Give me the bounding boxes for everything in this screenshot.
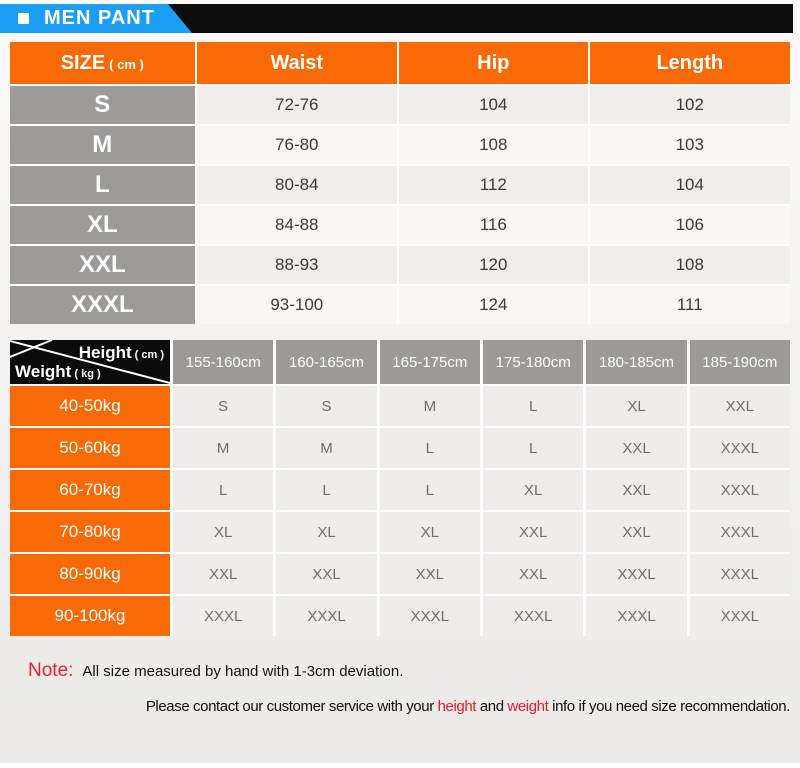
- fit-size-cell: XXXL: [689, 596, 790, 636]
- note-line-2: Please contact our customer service with…: [0, 698, 791, 715]
- waist-value: 88-93: [196, 246, 397, 284]
- fit-size-cell: XXXL: [689, 428, 790, 468]
- size-row-label: XXXL: [10, 286, 195, 324]
- fit-size-cell: XXXL: [586, 596, 687, 636]
- corner-weight-label: Weight( kg ): [15, 362, 101, 381]
- fit-size-cell: S: [276, 386, 377, 426]
- fit-size-cell: XXL: [586, 512, 687, 552]
- weight-row-label: 90-100kg: [10, 596, 170, 636]
- note2-mid: and: [476, 698, 508, 715]
- size-table-header-length: Length: [589, 42, 790, 84]
- height-column-header: 175-180cm: [483, 340, 584, 384]
- corner-weight-unit: ( kg ): [74, 368, 101, 380]
- fit-table-corner-cell: Height( cm ) Weight( kg ): [10, 340, 170, 384]
- fit-size-cell: L: [483, 386, 584, 426]
- height-column-header: 180-185cm: [586, 340, 687, 384]
- fit-size-cell: XXXL: [483, 596, 584, 636]
- fit-size-cell: XXL: [586, 428, 687, 468]
- length-value: 103: [589, 126, 790, 164]
- weight-row-label: 70-80kg: [10, 512, 170, 552]
- corner-height-unit: ( cm ): [134, 349, 164, 361]
- size-row-label: XXL: [10, 246, 195, 284]
- fit-size-cell: L: [379, 470, 480, 510]
- waist-value: 93-100: [196, 286, 397, 324]
- fit-size-cell: XXXL: [586, 554, 687, 594]
- square-bullet-icon: [18, 13, 29, 24]
- size-row-label: M: [10, 126, 195, 164]
- fit-size-cell: XXL: [689, 386, 790, 426]
- fit-size-cell: L: [379, 428, 480, 468]
- hip-value: 108: [399, 126, 588, 164]
- fit-size-cell: XXL: [173, 554, 274, 594]
- height-column-header: 155-160cm: [173, 340, 274, 384]
- fit-size-cell: S: [173, 386, 274, 426]
- header-size-label: SIZE: [60, 51, 106, 74]
- hip-value: 104: [399, 86, 588, 124]
- size-table-header-waist: Waist: [196, 42, 397, 84]
- fit-size-cell: M: [173, 428, 274, 468]
- length-value: 106: [589, 206, 790, 244]
- corner-height-label: Height( cm ): [78, 343, 164, 362]
- size-table-header-size: SIZE ( cm ): [10, 42, 195, 84]
- fit-size-cell: XL: [586, 386, 687, 426]
- diagonal-divider-icon: [10, 340, 170, 384]
- fit-size-cell: XXL: [276, 554, 377, 594]
- weight-row-label: 80-90kg: [10, 554, 170, 594]
- length-value: 104: [589, 166, 790, 204]
- size-table-header-hip: Hip: [399, 42, 588, 84]
- length-value: 102: [589, 86, 790, 124]
- waist-value: 72-76: [196, 86, 397, 124]
- note2-prefix: Please contact our customer service with…: [145, 698, 438, 715]
- weight-row-label: 60-70kg: [10, 470, 170, 510]
- note2-weight-word: weight: [507, 698, 549, 715]
- height-column-header: 160-165cm: [276, 340, 377, 384]
- weight-row-label: 50-60kg: [10, 428, 170, 468]
- fit-size-cell: L: [173, 470, 274, 510]
- hip-value: 120: [399, 246, 588, 284]
- fit-size-cell: XL: [483, 470, 584, 510]
- height-column-header: 185-190cm: [689, 340, 790, 384]
- fit-size-cell: XXXL: [379, 596, 480, 636]
- header-size-unit: ( cm ): [109, 57, 144, 72]
- fit-size-cell: XL: [173, 512, 274, 552]
- waist-value: 80-84: [196, 166, 397, 204]
- hip-value: 112: [399, 166, 588, 204]
- weight-row-label: 40-50kg: [10, 386, 170, 426]
- length-value: 111: [589, 286, 790, 324]
- fit-size-cell: XXL: [586, 470, 687, 510]
- fit-size-cell: M: [276, 428, 377, 468]
- hip-value: 116: [399, 206, 588, 244]
- fit-table: Height( cm ) Weight( kg ) 155-160cm 160-…: [10, 340, 790, 636]
- note2-suffix: info if you need size recommendation.: [548, 698, 790, 715]
- note2-height-word: height: [437, 698, 477, 715]
- hip-value: 124: [399, 286, 588, 324]
- title-bar-blue-ribbon: [0, 4, 192, 33]
- fit-size-cell: XXXL: [689, 512, 790, 552]
- waist-value: 84-88: [196, 206, 397, 244]
- fit-size-cell: XL: [379, 512, 480, 552]
- height-column-header: 165-175cm: [379, 340, 480, 384]
- fit-size-cell: XXXL: [689, 470, 790, 510]
- size-table: SIZE ( cm ) Waist Hip Length S 72-76 104…: [10, 42, 790, 324]
- waist-value: 76-80: [196, 126, 397, 164]
- note-text: All size measured by hand with 1-3cm dev…: [82, 663, 404, 680]
- fit-size-cell: XXXL: [276, 596, 377, 636]
- size-row-label: S: [10, 86, 195, 124]
- note-label: Note:: [28, 660, 74, 681]
- page-title: MEN PANT: [44, 7, 155, 29]
- fit-size-cell: XXL: [483, 512, 584, 552]
- size-row-label: XL: [10, 206, 195, 244]
- fit-size-cell: M: [379, 386, 480, 426]
- note-line-1: Note: All size measured by hand with 1-3…: [28, 660, 800, 682]
- title-bar: MEN PANT: [0, 4, 793, 33]
- length-value: 108: [589, 246, 790, 284]
- fit-size-cell: L: [483, 428, 584, 468]
- fit-size-cell: XXL: [483, 554, 584, 594]
- fit-size-cell: XXXL: [689, 554, 790, 594]
- size-row-label: L: [10, 166, 195, 204]
- fit-size-cell: XL: [276, 512, 377, 552]
- fit-size-cell: XXL: [379, 554, 480, 594]
- fit-size-cell: XXXL: [173, 596, 274, 636]
- fit-size-cell: L: [276, 470, 377, 510]
